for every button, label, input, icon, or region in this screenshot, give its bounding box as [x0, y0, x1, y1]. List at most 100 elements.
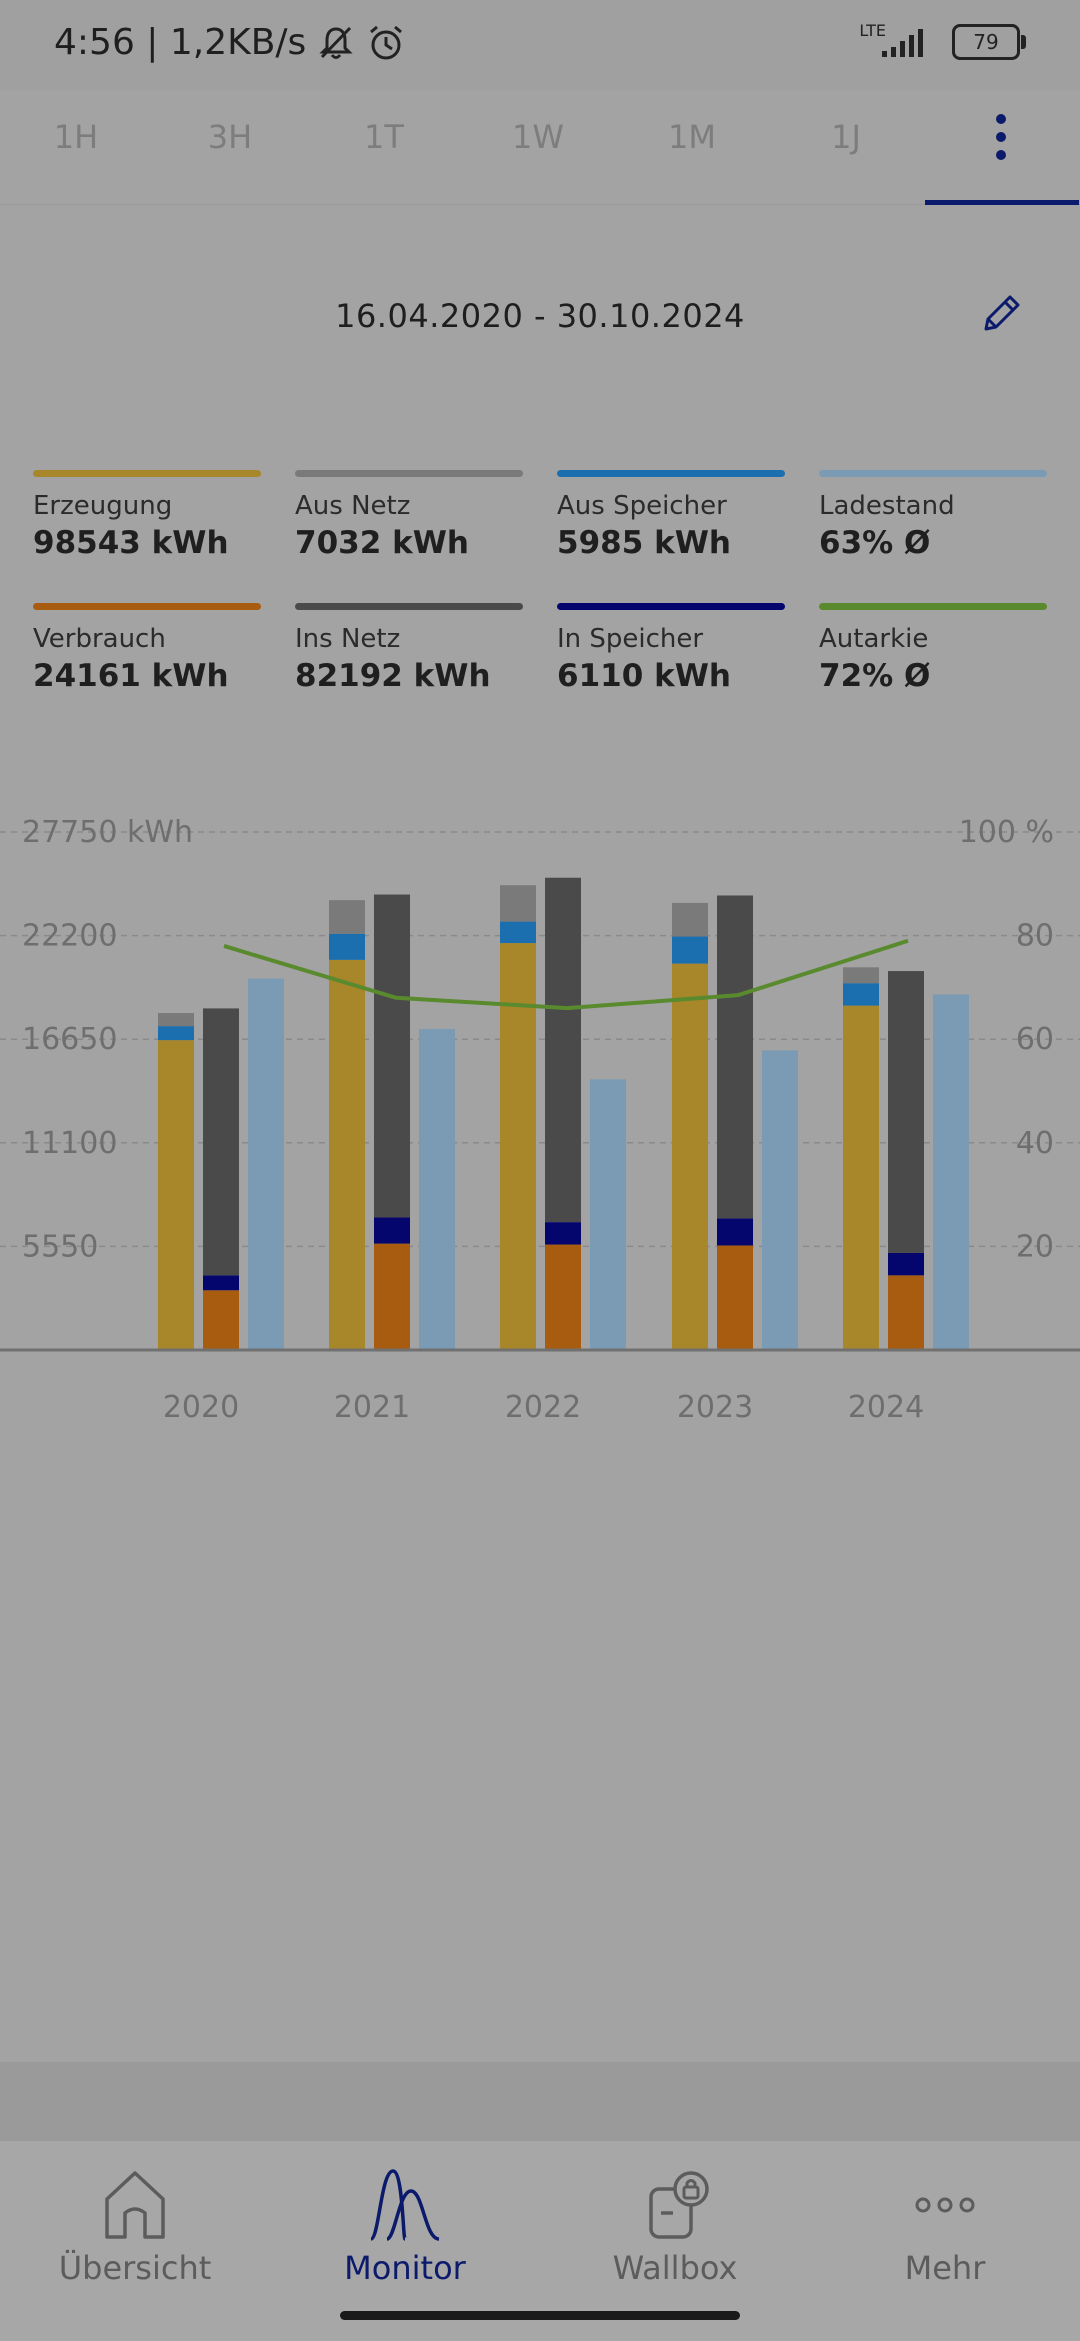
tab-1m[interactable]: 1M [668, 118, 716, 156]
x-axis-tick-label: 2021 [334, 1390, 410, 1425]
legend-color [557, 470, 785, 477]
legend-label: Ins Netz [295, 624, 401, 654]
legend-color [33, 603, 261, 610]
right-axis-tick-label: 100 % [959, 815, 1054, 850]
legend-label: Verbrauch [33, 624, 166, 654]
more-dot [996, 150, 1006, 160]
nav-wallbox[interactable]: Wallbox [540, 2165, 810, 2287]
nav-label: Monitor [344, 2249, 466, 2287]
tab-active-indicator [925, 200, 1079, 206]
nav-label: Mehr [904, 2249, 986, 2287]
bar-aus-speicher [672, 936, 708, 964]
bar-verbrauch [203, 1290, 239, 1350]
home-indicator[interactable] [340, 2311, 740, 2320]
bar-aus-speicher [500, 921, 536, 944]
bar-ins-netz [203, 1008, 239, 1276]
legend-value: 98543 kWh [33, 525, 229, 561]
legend-value: 24161 kWh [33, 658, 229, 694]
legend-in-speicher: In Speicher 6110 kWh [557, 603, 785, 696]
nav-monitor[interactable]: Monitor [270, 2165, 540, 2287]
bar-aus-netz [672, 902, 708, 937]
legend-color [33, 470, 261, 477]
legend-value: 6110 kWh [557, 658, 731, 694]
bar-ins-netz [374, 894, 410, 1218]
nav-mehr[interactable]: Mehr [810, 2165, 1080, 2287]
tab-1h[interactable]: 1H [53, 118, 99, 156]
tab-more[interactable] [925, 112, 1079, 206]
bar-aus-speicher [843, 983, 879, 1006]
tab-1w[interactable]: 1W [512, 118, 564, 156]
bar-verbrauch [545, 1244, 581, 1350]
left-axis-tick-label: 11100 [22, 1126, 117, 1161]
bar-in-speicher [374, 1217, 410, 1244]
battery-indicator: 79 [952, 24, 1026, 60]
bar-in-speicher [545, 1222, 581, 1245]
status-left: 4:56 | 1,2KB/s [54, 22, 406, 63]
pencil-icon[interactable] [978, 289, 1026, 337]
x-axis-tick-label: 2024 [848, 1390, 924, 1425]
legend-value: 72% Ø [819, 658, 931, 694]
bar-ladestand [762, 1050, 798, 1350]
legend-color [819, 470, 1047, 477]
more-dot [996, 132, 1006, 142]
bar-aus-netz [158, 1013, 194, 1027]
bar-in-speicher [203, 1275, 239, 1291]
legend-value: 82192 kWh [295, 658, 491, 694]
bottom-navigation: Übersicht Monitor Wallbox Mehr [0, 2140, 1080, 2341]
tab-1j[interactable]: 1J [831, 118, 861, 156]
left-axis-tick-label: 16650 [22, 1022, 117, 1057]
wallbox-lock-icon [649, 2171, 709, 2239]
bar-aus-speicher [158, 1026, 194, 1041]
legend-ladestand: Ladestand 63% Ø [819, 470, 1047, 563]
bar-ladestand [933, 994, 969, 1350]
separator [0, 2062, 1080, 2140]
bar-ins-netz [888, 971, 924, 1253]
bar-ins-netz [545, 877, 581, 1223]
x-axis-tick-label: 2022 [505, 1390, 581, 1425]
more-vertical-icon [996, 114, 1006, 124]
bar-aus-netz [843, 967, 879, 984]
status-right: LTE 79 [837, 20, 1026, 60]
legend-verbrauch: Verbrauch 24161 kWh [33, 603, 261, 696]
nav-uebersicht[interactable]: Übersicht [0, 2165, 270, 2287]
bar-erzeugung [329, 959, 365, 1350]
legend-label: Aus Netz [295, 491, 411, 521]
bar-aus-speicher [329, 933, 365, 960]
autarkie-line [223, 938, 909, 1011]
right-axis-tick-label: 60 [1016, 1022, 1054, 1057]
status-bar: 4:56 | 1,2KB/s LTE 79 [0, 0, 1080, 90]
network-type: LTE [859, 20, 886, 40]
time-range-tabs: 1H 3H 1T 1W 1M 1J [0, 90, 1080, 206]
legend-color [557, 603, 785, 610]
bar-ins-netz [717, 895, 753, 1219]
legend-aus-netz: Aus Netz 7032 kWh [295, 470, 523, 563]
more-horizontal-icon [915, 2197, 975, 2213]
legend-erzeugung: Erzeugung 98543 kWh [33, 470, 261, 563]
legend-color [295, 470, 523, 477]
date-range: 16.04.2020 - 30.10.2024 [335, 297, 745, 335]
legend-value: 63% Ø [819, 525, 931, 561]
bar-verbrauch [717, 1245, 753, 1350]
bar-aus-netz [329, 900, 365, 934]
bar-ladestand [590, 1079, 626, 1350]
bar-erzeugung [500, 943, 536, 1350]
energy-chart[interactable]: 27750 kWh 100 % 22200 80 16650 60 11100 40 5550 2… [0, 785, 1080, 1805]
alarm-icon [370, 25, 403, 59]
x-axis-tick-label: 2020 [163, 1390, 239, 1425]
bar-in-speicher [888, 1252, 924, 1276]
left-axis-tick-label: 27750 kWh [22, 815, 193, 850]
legend-ins-netz: Ins Netz 82192 kWh [295, 603, 523, 696]
legend-color [819, 603, 1047, 610]
left-axis-tick-label: 22200 [22, 919, 117, 954]
tab-1t[interactable]: 1T [364, 118, 404, 156]
legend-label: In Speicher [557, 624, 704, 654]
home-icon [105, 2171, 165, 2239]
right-axis-tick-label: 20 [1016, 1229, 1054, 1264]
bar-ladestand [419, 1028, 455, 1350]
bar-erzeugung [843, 1005, 879, 1350]
bell-off-icon [319, 26, 353, 59]
legend-autarkie: Autarkie 72% Ø [819, 603, 1047, 696]
tab-3h[interactable]: 3H [207, 118, 253, 156]
legend-value: 5985 kWh [557, 525, 731, 561]
monitor-curve-icon [369, 2169, 440, 2241]
